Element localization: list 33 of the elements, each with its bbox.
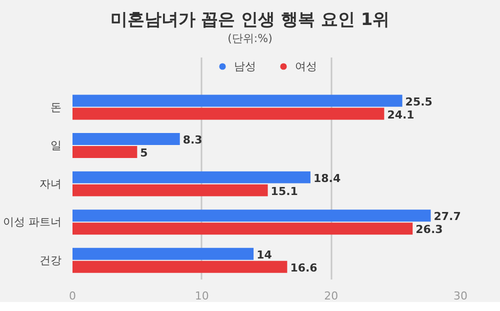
x-tick-label: 10 [194,289,209,302]
x-tick-label: 30 [454,289,468,302]
y-tick-label: 이성 파트너 [3,216,62,229]
chart-title: 미혼남녀가 꼽은 인생 행복 요인 1위 [110,9,390,32]
data-label: 24.1 [387,108,414,122]
bar [72,248,254,260]
bar [72,260,288,273]
bar [72,184,268,196]
bar [72,133,180,145]
data-label: 14 [256,248,272,262]
chart-subtitle: (단위:%) [228,31,272,47]
data-label: 15.1 [270,184,298,198]
bar [72,146,138,158]
data-label: 8.3 [182,134,202,147]
y-tick-label: 돈 [50,100,62,114]
y-tick-label: 자녀 [40,177,62,190]
bar [72,222,413,235]
y-tick-label: 일 [50,139,62,152]
bar [72,171,310,184]
x-tick-label: 20 [324,289,338,302]
data-label: 5 [140,146,148,160]
data-label: 18.4 [313,172,341,185]
legend-label: 여성 [295,58,317,74]
data-label: 27.7 [434,210,461,224]
data-label: 26.3 [416,223,443,236]
bar [72,210,431,222]
legend-label: 남성 [234,58,256,74]
bar [72,108,384,120]
bar [72,94,402,107]
x-tick-label: 0 [69,289,76,302]
data-label: 25.5 [405,95,432,108]
y-tick-label: 건강 [40,254,62,267]
data-label: 16.6 [290,261,318,274]
